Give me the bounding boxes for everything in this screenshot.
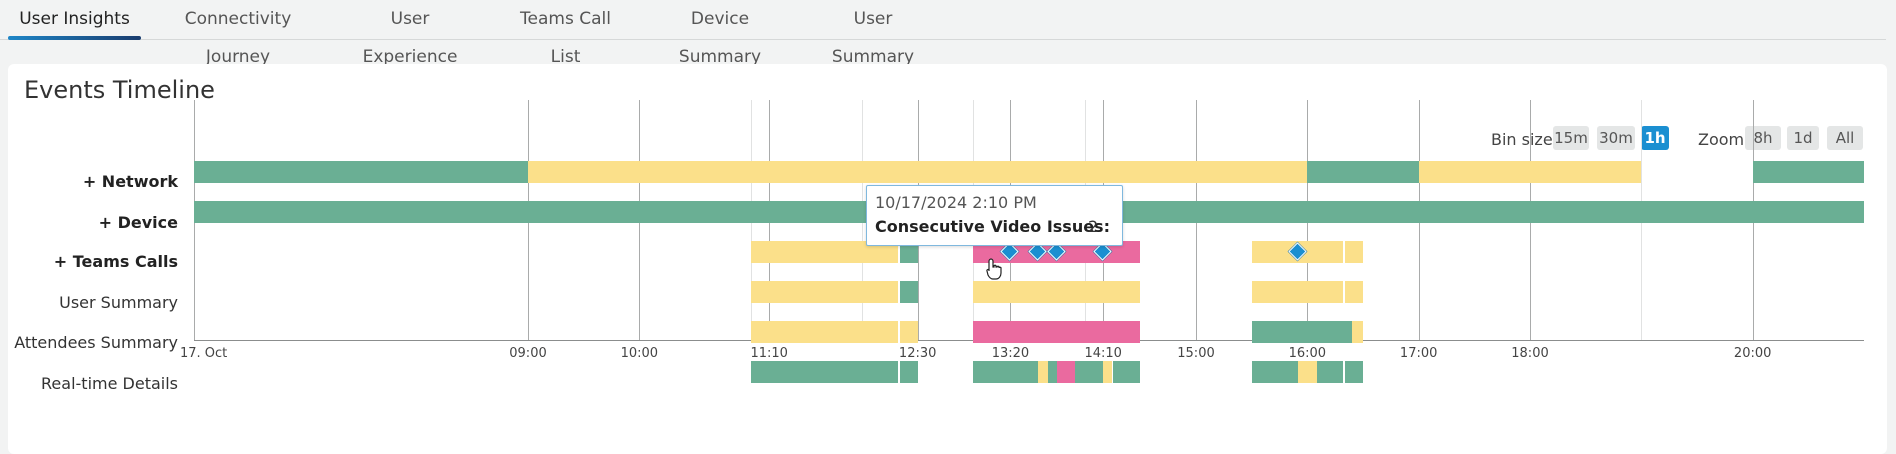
x-axis-tick-label: 18:00: [1511, 346, 1549, 361]
x-axis-tick-label: 09:00: [509, 346, 547, 361]
x-axis-tick-label: 10:00: [620, 346, 659, 361]
segment-separator: [1343, 241, 1346, 263]
timeline-segment-warning[interactable]: [750, 241, 900, 263]
zoom-label: Zoom: [1698, 130, 1745, 149]
timeline-segment-poor[interactable]: [973, 321, 1141, 343]
row-label-user-summary: User Summary: [59, 293, 178, 312]
timeline-segment-good[interactable]: [1307, 161, 1419, 183]
tab-teams-call-list[interactable]: Teams Call List: [520, 9, 611, 67]
timeline-segment-warning[interactable]: [1251, 241, 1363, 263]
bin-size-1h-button[interactable]: 1h: [1641, 126, 1669, 150]
tooltip-metric-value: 2: [1088, 217, 1099, 236]
x-axis-tick-label: 13:20: [991, 346, 1030, 361]
tooltip-date: 10/17/2024 2:10 PM: [875, 193, 1037, 212]
row-label-teams-calls[interactable]: + Teams Calls: [53, 252, 178, 271]
timeline-segment-good[interactable]: [1251, 321, 1352, 343]
timeline-segment-good[interactable]: [899, 241, 918, 263]
timeline-segment-warning[interactable]: [973, 281, 1141, 303]
timeline-segment-good[interactable]: [194, 161, 528, 183]
segment-separator: [898, 361, 901, 383]
timeline-segment-warning[interactable]: [1418, 161, 1642, 183]
hand-pointer-icon: [986, 258, 1002, 280]
timeline-segment-good[interactable]: [1251, 361, 1299, 383]
row-label-real-time-details: Real-time Details: [41, 374, 178, 393]
zoom-8h-button[interactable]: 8h: [1745, 126, 1781, 150]
x-axis-tick-label: 14:10: [1084, 346, 1122, 361]
x-axis-tick-label: 17. Oct: [180, 346, 228, 361]
tab-device-summary[interactable]: Device Summary: [678, 9, 762, 67]
x-axis-tick-label: 17:00: [1399, 346, 1438, 361]
tooltip-metric-label: Consecutive Video Issues:: [875, 217, 1110, 236]
tab-user-experience[interactable]: User Experience: [362, 9, 458, 67]
tab-bar: User Insights Connectivity Journey User …: [0, 0, 1886, 67]
x-axis-tick-label: 20:00: [1733, 346, 1772, 361]
events-timeline-card: Events Timeline Bin size 15m 30m 1h Zoom…: [8, 64, 1887, 454]
bin-size-label: Bin size: [1491, 130, 1553, 149]
segment-separator: [898, 321, 901, 343]
bin-size-15m-button[interactable]: 15m: [1553, 126, 1589, 150]
tab-user-summary[interactable]: User Summary: [831, 9, 915, 67]
row-label-device[interactable]: + Device: [98, 213, 178, 232]
segment-separator: [898, 241, 901, 263]
x-axis-tick-label: 16:00: [1288, 346, 1327, 361]
timeline-segment-good[interactable]: [750, 361, 918, 383]
card-title: Events Timeline: [24, 76, 215, 104]
x-axis-tick-label: 15:00: [1177, 346, 1215, 361]
timeline-segment-good[interactable]: [1112, 361, 1141, 383]
timeline-segment-warning[interactable]: [1298, 361, 1317, 383]
bin-size-30m-button[interactable]: 30m: [1597, 126, 1635, 150]
timeline-segment-good[interactable]: [1752, 161, 1864, 183]
tab-connectivity-journey[interactable]: Connectivity Journey: [184, 9, 292, 67]
timeline-segment-good[interactable]: [899, 281, 918, 303]
timeline-segment-poor[interactable]: [1056, 361, 1076, 383]
zoom-1d-button[interactable]: 1d: [1787, 126, 1819, 150]
timeline-segment-warning[interactable]: [1103, 361, 1113, 383]
x-axis-tick-label: 11:10: [750, 346, 788, 361]
zoom-all-button[interactable]: All: [1827, 126, 1863, 150]
timeline-segment-warning[interactable]: [1251, 281, 1363, 303]
timeline-segment-warning[interactable]: [750, 281, 900, 303]
segment-separator: [898, 281, 901, 303]
tab-user-insights[interactable]: User Insights: [8, 0, 141, 40]
segment-separator: [1343, 361, 1346, 383]
row-label-network[interactable]: + Network: [82, 172, 178, 191]
x-axis-tick-label: 12:30: [898, 346, 937, 361]
timeline-segment-warning[interactable]: [528, 161, 1308, 183]
timeline-segment-good[interactable]: [1047, 361, 1057, 383]
timeline-segment-warning[interactable]: [1351, 321, 1363, 343]
timeline-segment-good[interactable]: [973, 361, 1039, 383]
timeline-segment-good[interactable]: [1075, 361, 1104, 383]
event-tooltip: 10/17/2024 2:10 PM Consecutive Video Iss…: [866, 185, 1123, 246]
timeline-segment-warning[interactable]: [750, 321, 918, 343]
row-label-attendees-summary: Attendees Summary: [14, 333, 178, 352]
timeline-segment-warning[interactable]: [1038, 361, 1048, 383]
segment-separator: [1343, 281, 1346, 303]
timeline-segment-good[interactable]: [1316, 361, 1363, 383]
